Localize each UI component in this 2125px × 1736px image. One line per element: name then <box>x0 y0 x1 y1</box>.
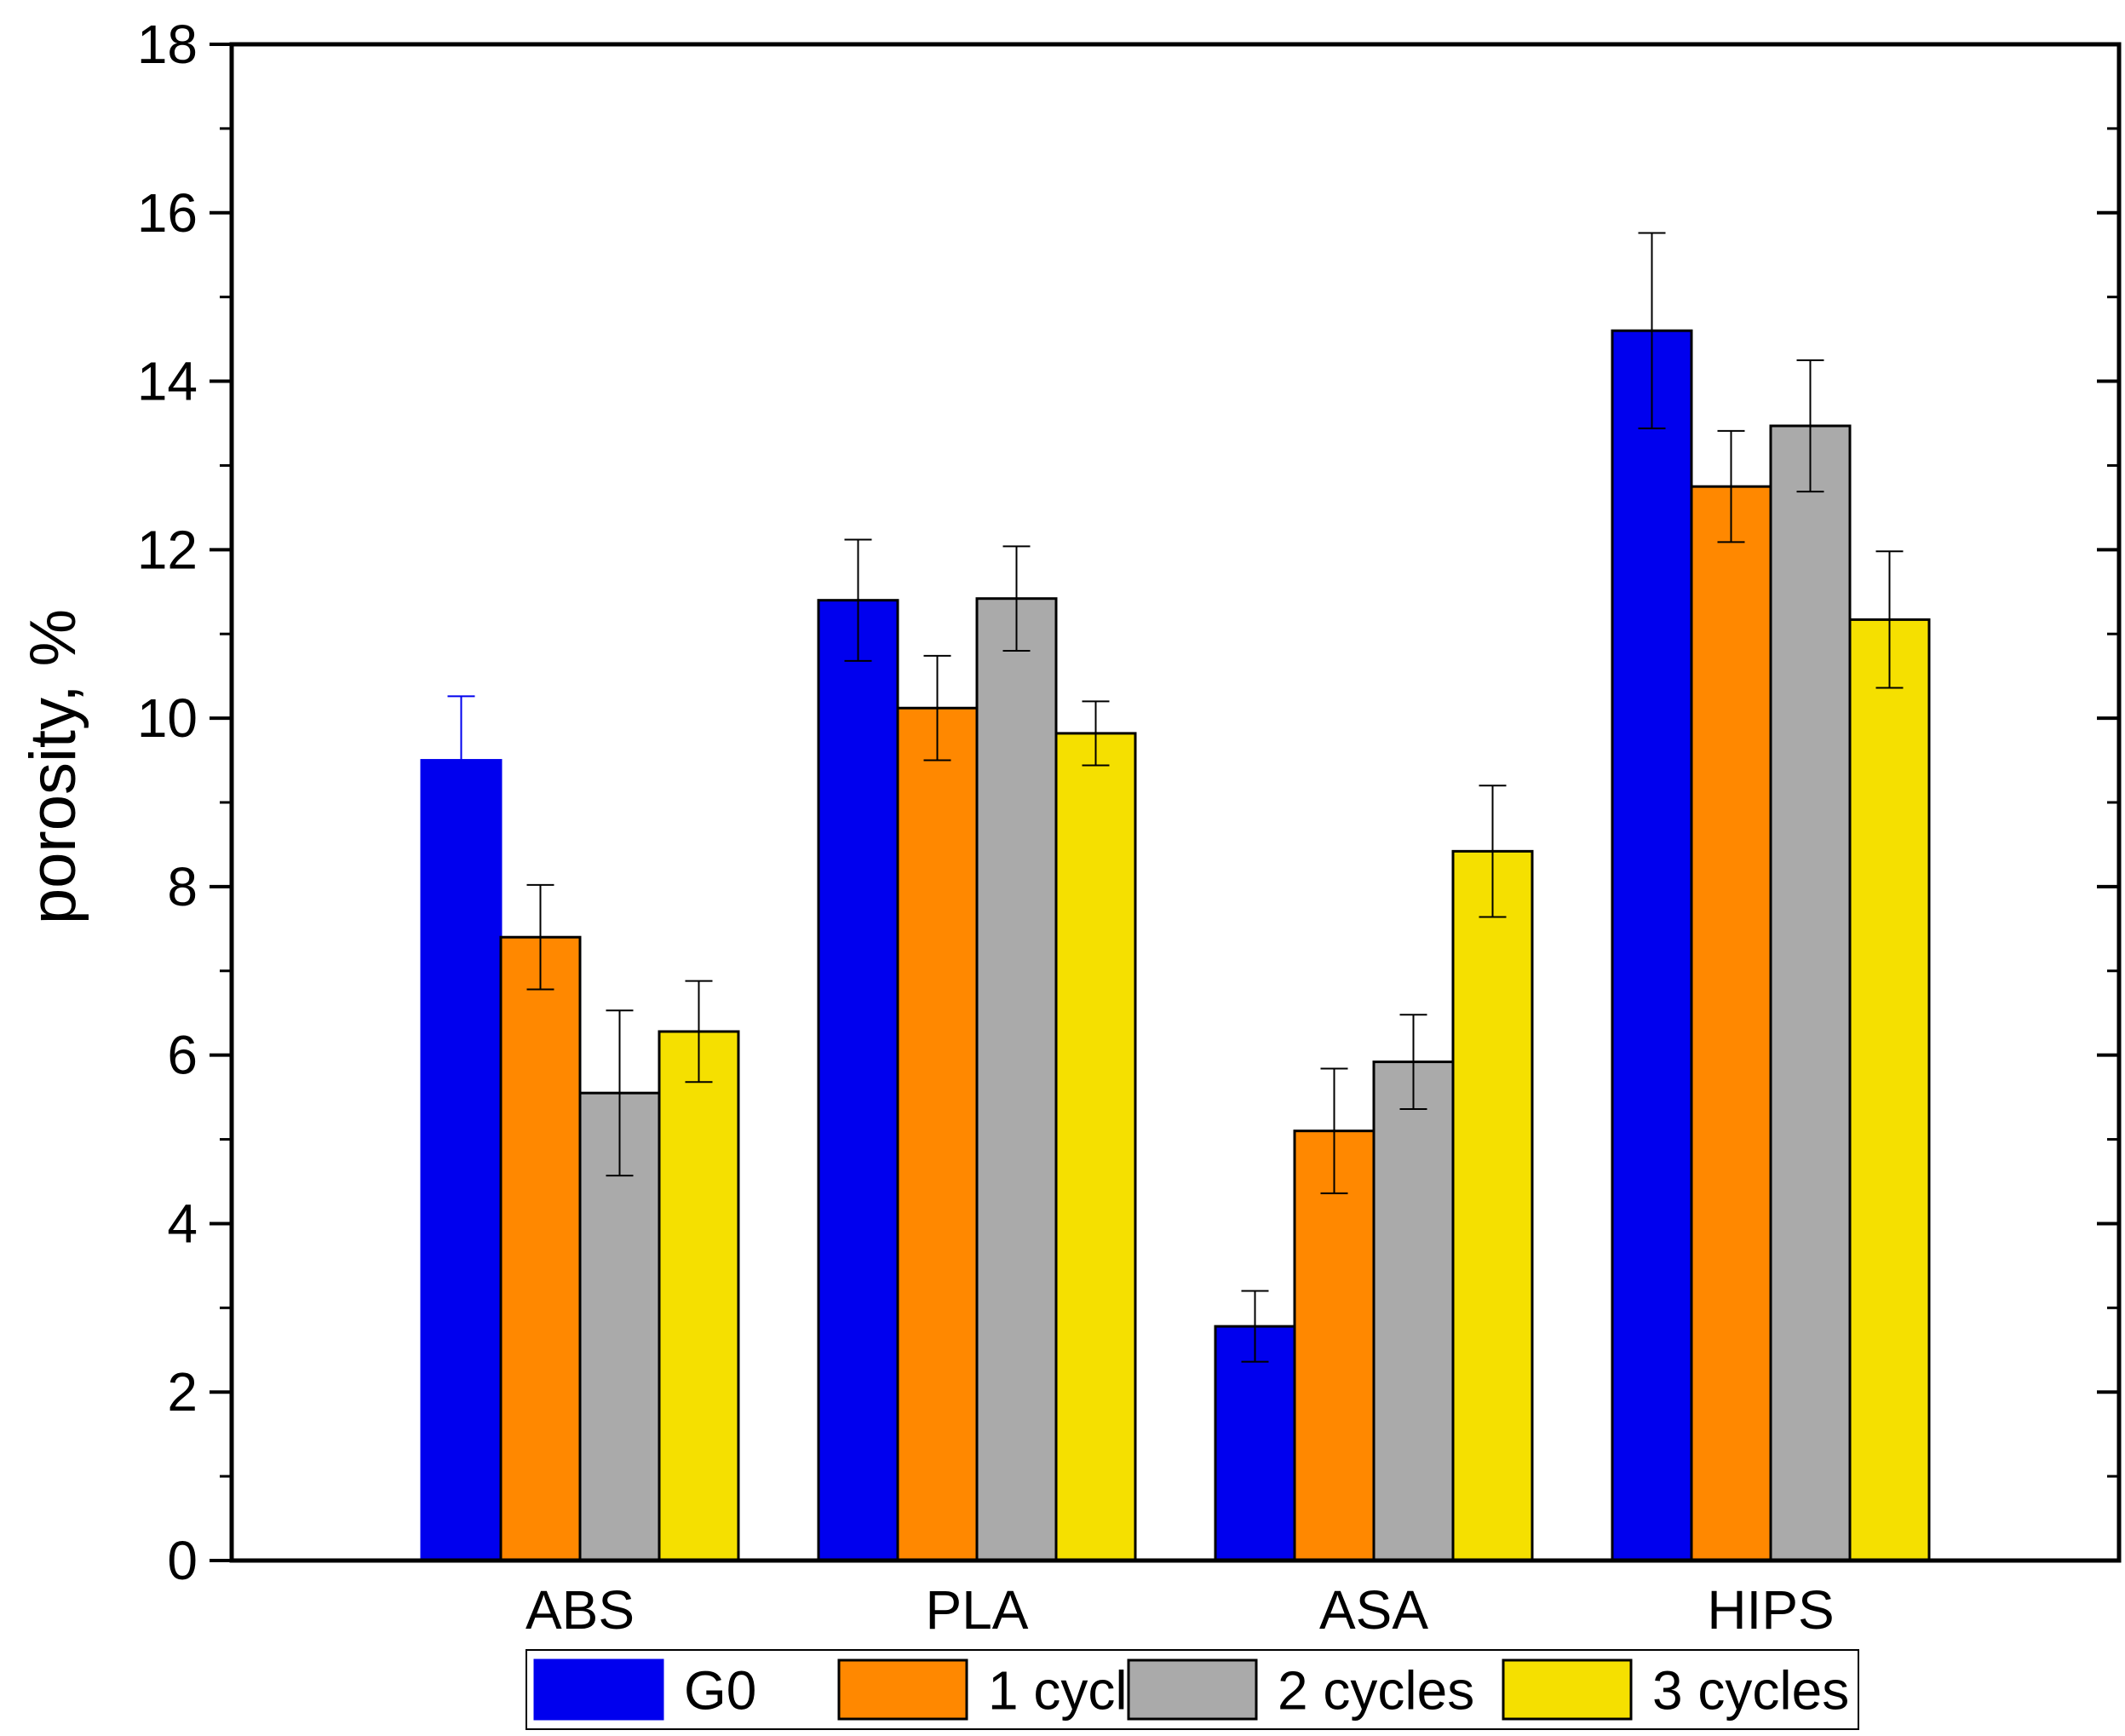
legend-label-g0: G0 <box>684 1660 756 1722</box>
y-axis-title: porosity, % <box>17 609 89 924</box>
y-tick-label: 18 <box>137 14 198 75</box>
bar-hips-1-cycle <box>1690 485 1772 1562</box>
legend: G0 1 cycle 2 cycles 3 cycles <box>526 1649 1859 1730</box>
bar-abs-g0 <box>420 759 503 1562</box>
x-tick-label-pla: PLA <box>926 1579 1029 1641</box>
bar-hips-2-cycles <box>1769 424 1852 1562</box>
y-tick-label: 8 <box>167 856 198 917</box>
bar-asa-1-cycle <box>1293 1130 1376 1562</box>
bar-abs-1-cycle <box>499 935 582 1562</box>
y-tick-label: 4 <box>167 1193 198 1254</box>
bar-hips-3-cycles <box>1848 618 1931 1562</box>
y-tick-label: 0 <box>167 1530 198 1591</box>
bar-pla-2-cycles <box>975 597 1058 1562</box>
y-tick-label: 12 <box>137 519 198 580</box>
y-tick-label: 16 <box>137 182 198 244</box>
legend-swatch-2-cycles <box>1127 1658 1258 1721</box>
x-tick-label-asa: ASA <box>1319 1579 1428 1641</box>
axes: ABS PLA ASA HIPS 0 2 4 6 8 10 12 14 16 18 <box>137 14 2122 1641</box>
bar-abs-3-cycles <box>658 1030 740 1562</box>
x-tick-label-abs: ABS <box>526 1579 635 1641</box>
bar-pla-1-cycle <box>896 706 979 1562</box>
plot-area <box>420 232 1931 1562</box>
legend-swatch-g0 <box>533 1658 664 1721</box>
y-tick-label: 14 <box>137 351 198 412</box>
bar-asa-3-cycles <box>1451 849 1534 1562</box>
y-tick-label: 10 <box>137 687 198 749</box>
legend-label-3-cycles: 3 cycles <box>1652 1660 1849 1722</box>
y-tick-label: 2 <box>167 1361 198 1423</box>
bar-hips-g0 <box>1611 329 1693 1562</box>
bar-pla-3-cycles <box>1054 732 1137 1562</box>
bar-pla-g0 <box>817 599 899 1562</box>
bar-asa-g0 <box>1214 1325 1296 1562</box>
y-tick-label: 6 <box>167 1025 198 1086</box>
bar-asa-2-cycles <box>1372 1061 1455 1562</box>
legend-swatch-3-cycles <box>1502 1658 1633 1721</box>
legend-swatch-1-cycle <box>837 1658 968 1721</box>
legend-label-2-cycles: 2 cycles <box>1278 1660 1474 1722</box>
x-tick-label-hips: HIPS <box>1707 1579 1834 1641</box>
